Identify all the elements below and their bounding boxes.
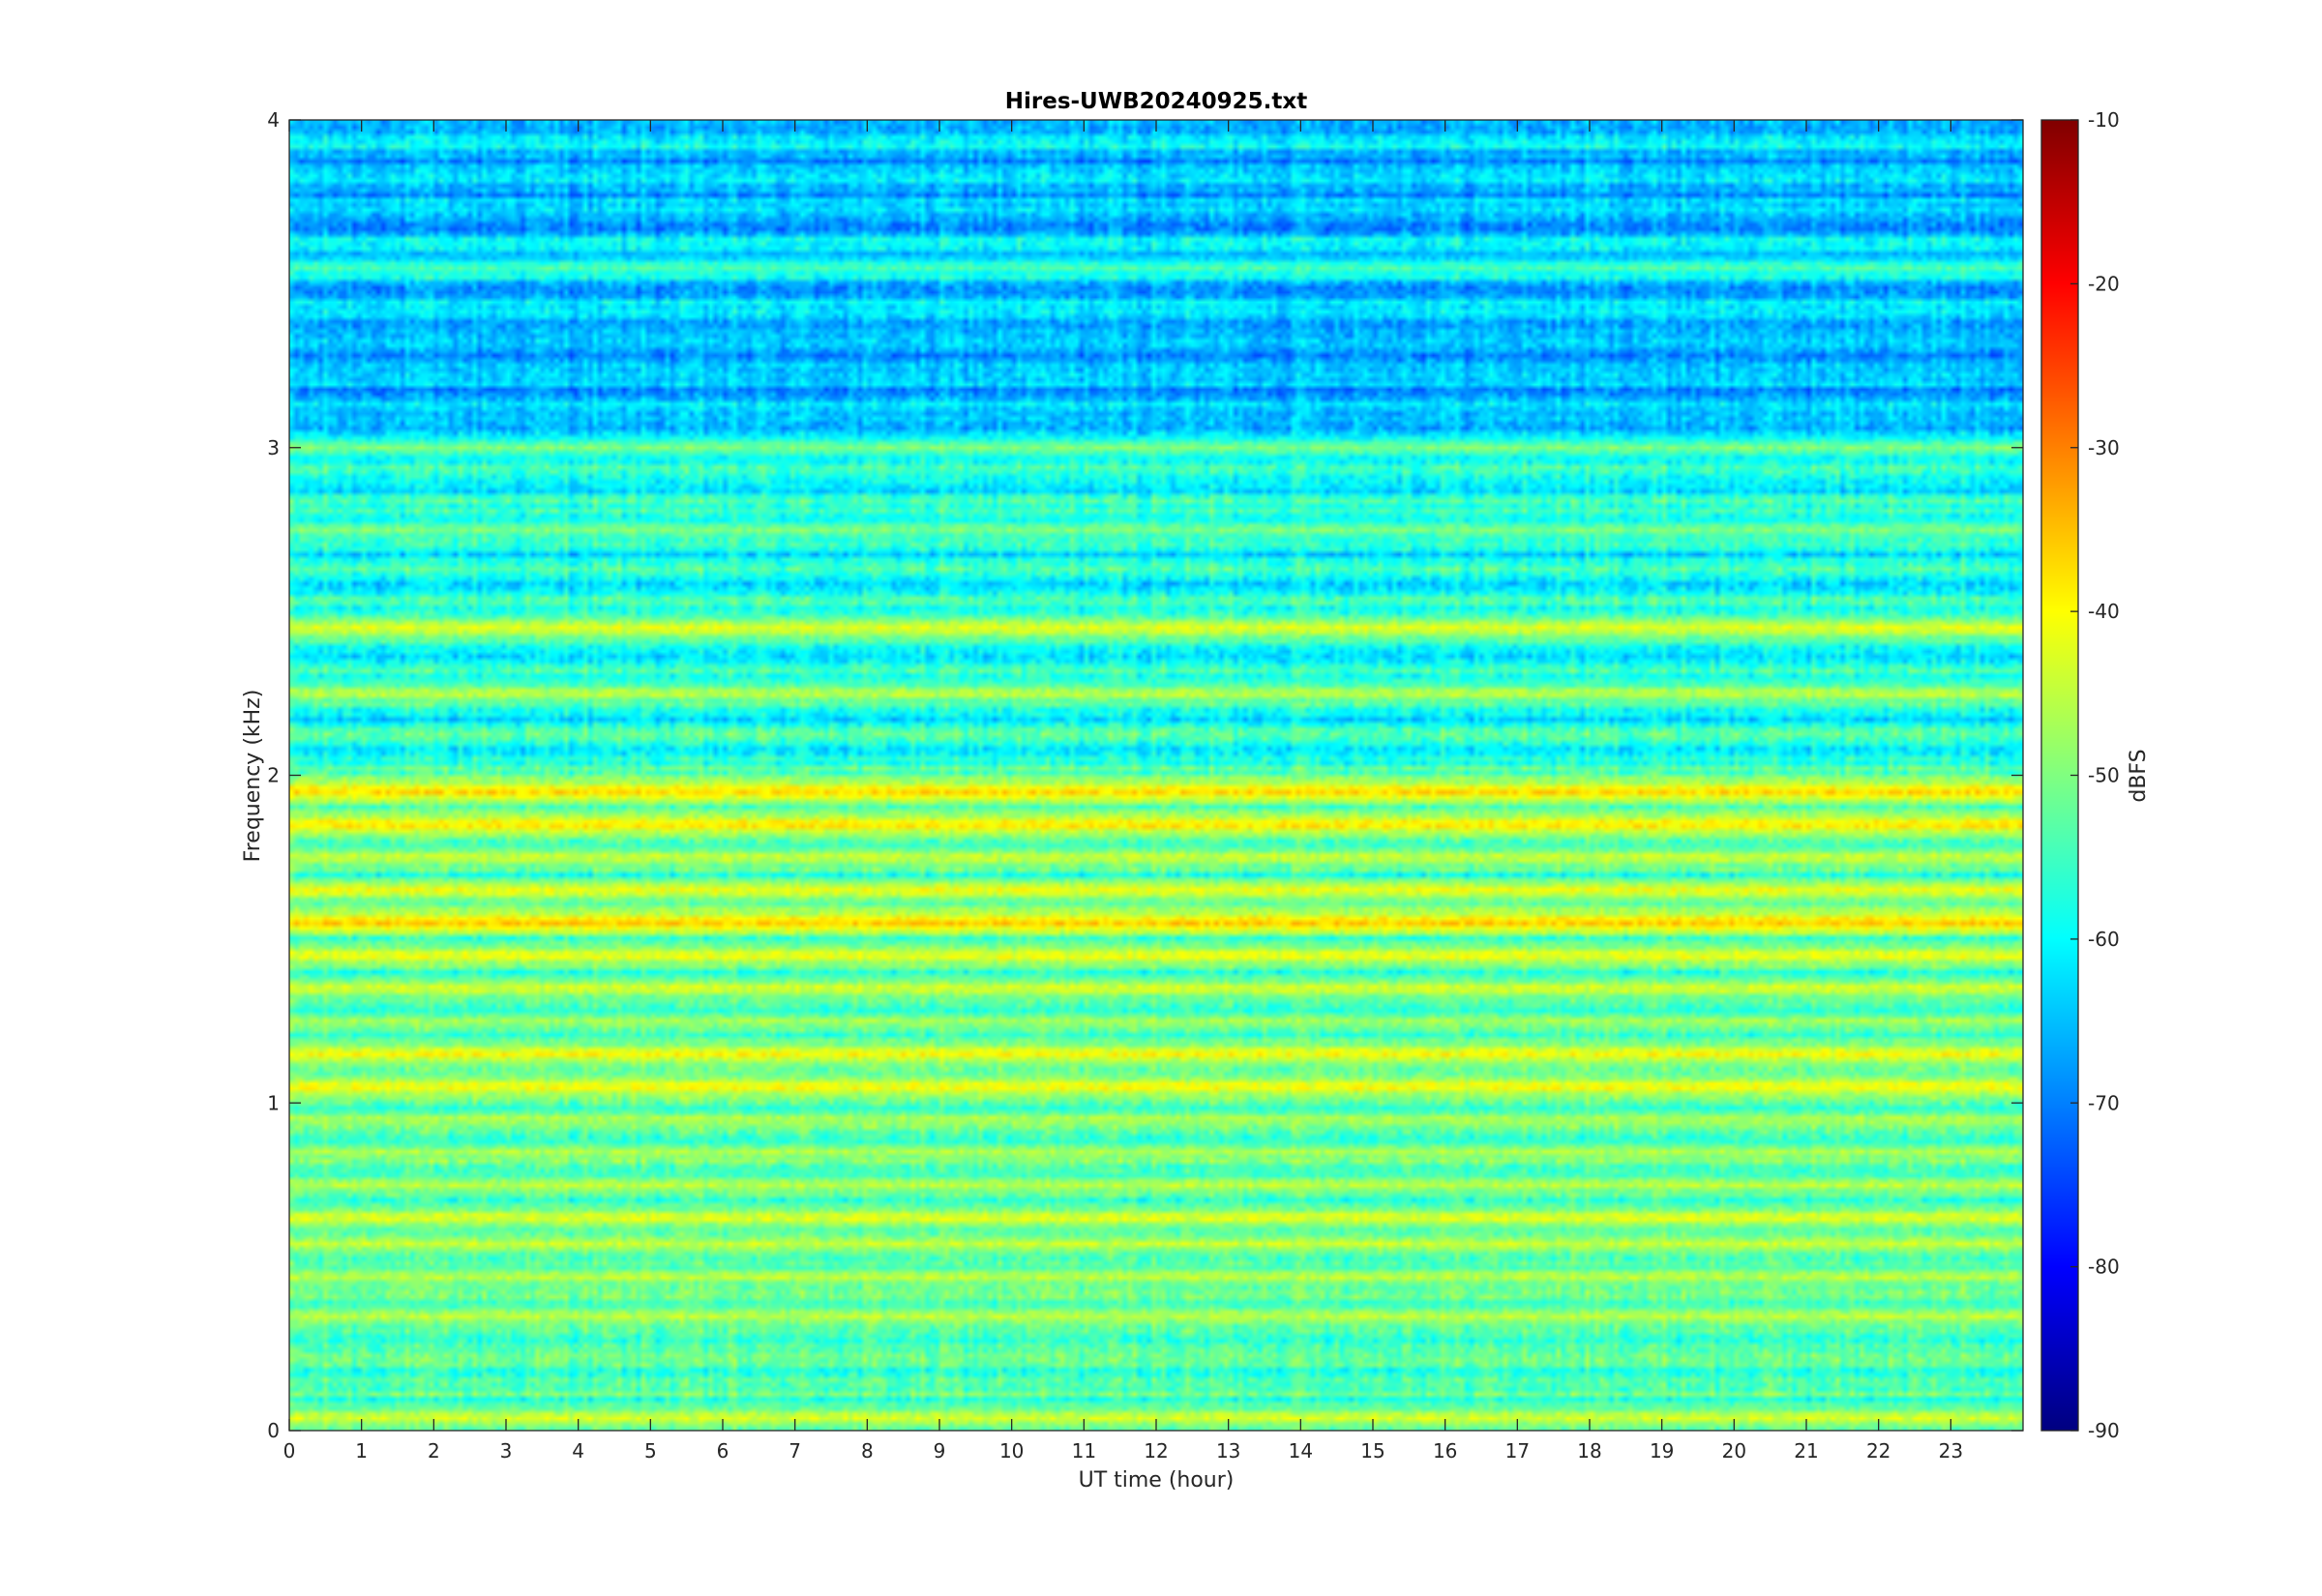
x-tick-label: 20: [1722, 1439, 1746, 1463]
x-tick-label: 0: [283, 1439, 296, 1463]
spectrogram-image: [289, 120, 2023, 1431]
x-tick-label: 16: [1433, 1439, 1457, 1463]
x-tick-label: 10: [999, 1439, 1024, 1463]
x-tick-label: 13: [1216, 1439, 1240, 1463]
spectrogram-heatmap: [289, 120, 2023, 1431]
x-axis-label: UT time (hour): [1079, 1468, 1235, 1493]
colorbar-tick-label: -70: [2088, 1091, 2120, 1114]
x-tick-label: 19: [1650, 1439, 1674, 1463]
colorbar-tick-label: -90: [2088, 1419, 2120, 1442]
x-tick-label: 12: [1144, 1439, 1168, 1463]
x-tick-label: 22: [1866, 1439, 1890, 1463]
x-tick-label: 5: [644, 1439, 657, 1463]
x-tick-label: 3: [500, 1439, 513, 1463]
colorbar-tick-label: -20: [2088, 272, 2120, 295]
y-tick-label: 4: [267, 108, 280, 132]
chart-title: Hires-UWB20240925.txt: [1005, 89, 1307, 114]
x-tick-label: 4: [572, 1439, 584, 1463]
y-tick-label: 0: [267, 1419, 280, 1442]
x-tick-label: 9: [934, 1439, 946, 1463]
x-tick-label: 21: [1794, 1439, 1818, 1463]
x-tick-label: 8: [861, 1439, 874, 1463]
colorbar-tick-label: -10: [2088, 108, 2120, 132]
x-tick-label: 6: [717, 1439, 729, 1463]
y-axis-ticks: 0 1 2 3 4: [267, 108, 2023, 1442]
x-tick-label: 1: [355, 1439, 368, 1463]
colorbar-tick-label: -80: [2088, 1256, 2120, 1279]
x-tick-label: 14: [1289, 1439, 1313, 1463]
x-tick-label: 18: [1577, 1439, 1601, 1463]
x-tick-label: 2: [428, 1439, 440, 1463]
colorbar-ticks: -10 -20 -30 -40 -50 -60 -70 -80 -90: [2070, 108, 2120, 1442]
x-tick-label: 23: [1939, 1439, 1963, 1463]
x-tick-label: 17: [1505, 1439, 1530, 1463]
colorbar-tick-label: -30: [2088, 436, 2120, 459]
x-tick-label: 11: [1072, 1439, 1096, 1463]
y-axis-label: Frequency (kHz): [241, 690, 265, 863]
colorbar-label: dBFS: [2127, 749, 2151, 802]
y-tick-label: 2: [267, 764, 280, 787]
y-tick-label: 1: [267, 1091, 280, 1114]
x-tick-label: 15: [1360, 1439, 1384, 1463]
y-tick-label: 3: [267, 436, 280, 459]
x-axis-ticks: 0 1 2 3 4 5 6 7 8 9 10 11 12 13 14 15 16 17 18 19 20 21 22 23: [283, 120, 1963, 1463]
colorbar-tick-label: -60: [2088, 928, 2120, 951]
x-tick-label: 7: [789, 1439, 801, 1463]
colorbar-tick-label: -50: [2088, 764, 2120, 787]
colorbar-tick-label: -40: [2088, 600, 2120, 623]
